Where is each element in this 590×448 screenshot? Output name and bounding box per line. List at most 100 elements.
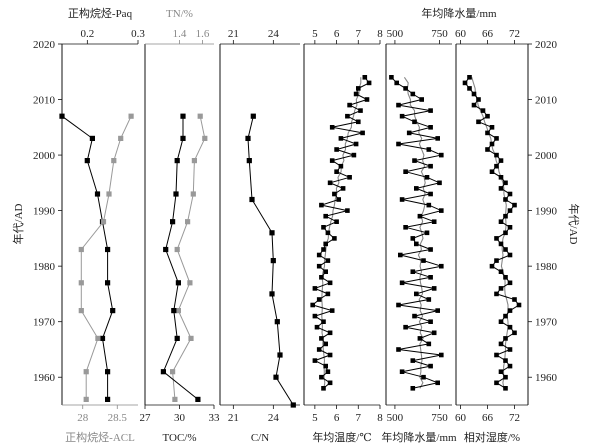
data-point (270, 258, 276, 264)
top-axis-tick-label: 500 (387, 28, 404, 40)
data-point (494, 380, 499, 386)
data-point (476, 97, 481, 102)
data-point (512, 330, 517, 336)
data-point (421, 374, 426, 380)
data-point (174, 246, 180, 253)
data-point (471, 102, 477, 108)
data-point (414, 186, 419, 191)
data-point (489, 263, 495, 269)
bottom-axis-tick-label: 33 (209, 412, 221, 424)
data-point (59, 113, 65, 119)
data-point (489, 141, 495, 147)
bottom-axis-tick-label: 500 (387, 412, 404, 424)
data-point (403, 225, 408, 230)
data-point (312, 358, 318, 363)
data-point (334, 219, 339, 224)
left-year-tick-label: 1970 (33, 317, 56, 329)
data-point (503, 275, 508, 280)
top-axis-tick-label: 5 (312, 28, 318, 40)
data-point (396, 302, 401, 308)
data-point (399, 197, 405, 202)
data-point (410, 269, 416, 274)
data-point (471, 91, 477, 97)
series-line (311, 76, 370, 389)
bottom-axis-tick-label: 27 (140, 412, 152, 424)
data-point (364, 97, 370, 102)
data-point (498, 158, 504, 163)
data-point (83, 396, 89, 402)
data-point (498, 241, 504, 247)
data-point (512, 297, 517, 302)
bottom-axis-tick-label: 30 (174, 412, 186, 424)
data-point (396, 347, 401, 352)
data-point (480, 108, 486, 113)
bottom-axis-tick-label: 7 (356, 412, 362, 424)
data-point (498, 286, 504, 291)
left-year-tick-label: 2010 (33, 95, 56, 107)
data-point (507, 324, 513, 330)
data-point (498, 219, 504, 224)
data-point (435, 136, 440, 141)
data-point (191, 158, 197, 164)
data-point (351, 152, 357, 158)
data-point (414, 241, 419, 247)
data-point (174, 158, 180, 164)
data-point (312, 286, 318, 291)
bottom-series-title: 年均降水量/mm (381, 430, 457, 444)
top-axis-tick-label: 6 (334, 28, 340, 40)
data-point (516, 302, 522, 308)
bottom-axis-tick-label: 60 (455, 412, 467, 424)
data-point (489, 169, 495, 174)
data-point (396, 102, 401, 108)
data-point (403, 324, 408, 330)
data-point (78, 308, 84, 314)
data-point (431, 219, 437, 224)
data-point (498, 319, 504, 324)
data-point (319, 374, 324, 380)
data-point (439, 352, 444, 358)
data-point (428, 125, 433, 130)
data-point (319, 336, 324, 341)
data-point (340, 186, 346, 191)
bottom-axis-tick-label: 8 (377, 412, 383, 424)
data-point (439, 263, 444, 269)
data-point (403, 169, 408, 174)
data-point (312, 313, 318, 319)
top-series-title: 正构烷烃-Paq (68, 6, 133, 20)
data-point (366, 80, 372, 86)
data-point (325, 230, 331, 236)
data-point (89, 135, 95, 141)
top-axis-tick-label: 1.6 (196, 28, 210, 40)
data-point (195, 396, 201, 402)
data-point (467, 86, 472, 91)
data-point (503, 336, 508, 341)
data-point (323, 269, 328, 274)
top-axis-tick-label: 60 (455, 28, 467, 40)
data-point (329, 125, 335, 130)
left-year-tick-label: 2000 (33, 150, 56, 162)
data-point (410, 386, 416, 391)
bottom-axis-tick-label: 750 (431, 412, 448, 424)
data-point (435, 308, 440, 313)
left-year-tick-label: 2020 (33, 39, 56, 51)
data-point (185, 219, 191, 225)
data-point (503, 374, 508, 380)
data-point (314, 324, 320, 330)
data-point (489, 125, 495, 130)
data-point (336, 197, 341, 202)
data-point (316, 252, 322, 258)
data-point (507, 225, 513, 230)
right-year-tick-label: 1990 (535, 206, 558, 218)
data-point (327, 352, 333, 358)
top-axis-tick-label: 750 (431, 28, 448, 40)
data-point (269, 291, 275, 297)
data-point (439, 152, 444, 158)
data-point (105, 246, 111, 253)
data-point (338, 163, 344, 169)
data-point (273, 374, 279, 380)
data-point (426, 147, 432, 152)
data-point (180, 113, 186, 119)
data-point (503, 180, 508, 186)
data-point (319, 275, 324, 280)
data-point (110, 308, 116, 314)
